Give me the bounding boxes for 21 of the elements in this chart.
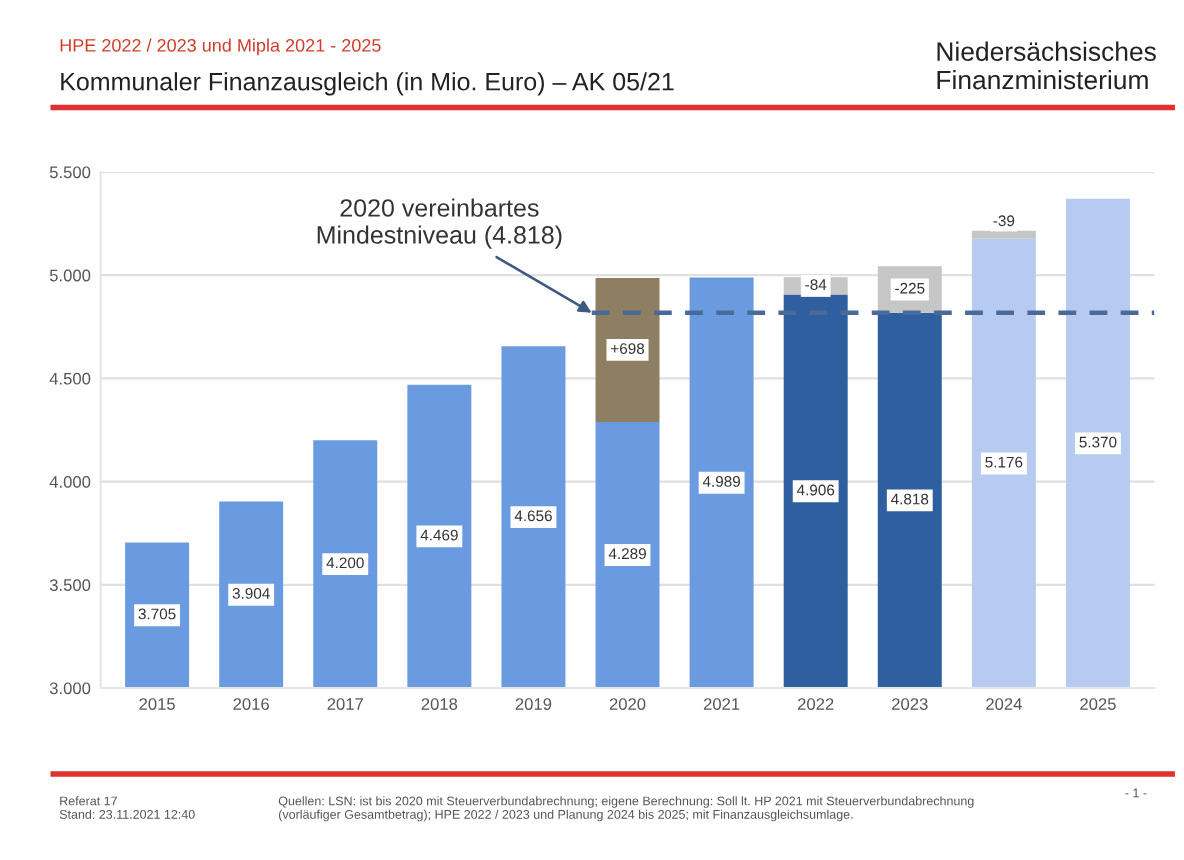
x-tick-label: 2017	[327, 698, 363, 710]
x-tick-label: 2025	[1080, 698, 1116, 710]
x-tick-label: 2024	[986, 698, 1022, 710]
x-tick-label: 2015	[139, 698, 175, 710]
text: Niedersächsisches Finanzministerium	[937, 41, 1156, 90]
y-tick-label: 5.000	[49, 269, 91, 282]
y-tick-label: 5.500	[49, 166, 91, 179]
x-tick-label: 2021	[703, 698, 740, 710]
ref-line-label: 2020 vereinbartes Mindestniveau (4.818)	[317, 198, 562, 249]
y-tick-label: 3.000	[49, 682, 91, 695]
x-tick-label: 2016	[233, 698, 269, 710]
y-tick-label: 3.500	[49, 579, 91, 591]
chart-subtitle: HPE 2022 / 2023 und Mipla 2021 - 2025	[60, 38, 381, 56]
x-tick-label: 2018	[421, 698, 458, 710]
x-tick-label: 2019	[515, 698, 552, 710]
x-tick-label: 2020	[609, 698, 646, 710]
x-tick-label: 2023	[892, 698, 928, 710]
x-tick-label: 2022	[797, 698, 834, 710]
y-tick-label: 4.500	[49, 372, 91, 385]
y-tick-label: 4.000	[49, 476, 91, 488]
chart-title: Kommunaler Finanzausgleich (in Mio. Euro) – AK 05/21	[61, 72, 674, 96]
